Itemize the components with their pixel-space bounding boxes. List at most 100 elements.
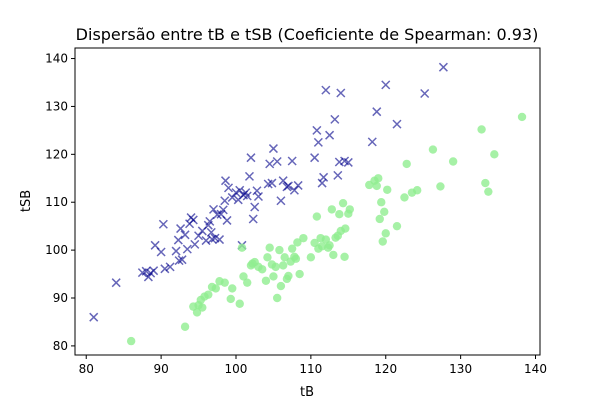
tb-circle-point bbox=[269, 272, 278, 281]
tb-circle-point bbox=[198, 303, 207, 312]
tsb-cross-point bbox=[173, 235, 183, 245]
tb-circle-point bbox=[265, 243, 274, 252]
tb-circle-point bbox=[372, 181, 381, 191]
x-tick-label: 120 bbox=[374, 362, 397, 376]
tsb-cross-point bbox=[283, 181, 293, 191]
tsb-cross-point bbox=[214, 235, 225, 245]
tb-circle-point bbox=[341, 224, 350, 233]
tsb-cross-point bbox=[312, 125, 322, 135]
tsb-cross-point bbox=[333, 170, 343, 180]
tsb-cross-point bbox=[111, 278, 121, 288]
tsb-cross-point bbox=[180, 230, 190, 240]
tsb-cross-point bbox=[293, 180, 303, 190]
tb-circle-point bbox=[412, 186, 422, 195]
y-tick-label: 140 bbox=[45, 52, 68, 66]
tb-circle-point bbox=[261, 276, 271, 285]
tb-circle-point bbox=[180, 322, 190, 331]
tsb-cross-point bbox=[336, 88, 346, 98]
tb-circle-point bbox=[340, 252, 349, 262]
tb-circle-point bbox=[378, 237, 387, 246]
tsb-cross-point bbox=[208, 204, 219, 214]
tsb-cross-point bbox=[343, 157, 353, 167]
tsb-cross-point bbox=[220, 176, 231, 186]
x-tick-label: 80 bbox=[79, 362, 94, 376]
tb-circle-point bbox=[126, 336, 136, 346]
tsb-cross-point bbox=[160, 264, 170, 274]
tb-circle-point bbox=[287, 244, 297, 253]
tb-circle-point bbox=[293, 238, 302, 247]
tb-circle-point bbox=[280, 253, 289, 262]
y-tick-label: 100 bbox=[45, 243, 68, 257]
tsb-cross-point bbox=[171, 246, 181, 256]
axes-layer: 80 90 100 110 120 130 140 80 90 100 110 120 130 140 bbox=[45, 52, 547, 376]
tsb-cross-point bbox=[420, 88, 430, 99]
tb-circle-point bbox=[299, 233, 308, 243]
tsb-cross-point bbox=[223, 183, 234, 193]
y-tick-label: 130 bbox=[45, 99, 68, 113]
tsb-cross-point bbox=[310, 153, 320, 163]
tsb-cross-point bbox=[182, 244, 192, 254]
tb-circle-point bbox=[312, 212, 322, 221]
tb-circle-point bbox=[380, 207, 389, 216]
tb-circle-point bbox=[428, 145, 438, 154]
tb-circle-point bbox=[402, 159, 411, 169]
tsb-cross-point bbox=[218, 205, 228, 215]
tsb-cross-point bbox=[372, 107, 382, 117]
tb-circle-point bbox=[375, 214, 384, 224]
tsb-cross-point bbox=[205, 216, 215, 226]
tb-circle-point bbox=[271, 262, 280, 272]
tb-circle-point bbox=[284, 271, 293, 281]
tb-circle-point bbox=[275, 245, 284, 255]
tb-circle-point bbox=[517, 112, 527, 122]
tb-circle-point bbox=[263, 253, 272, 262]
tb-circle-point bbox=[400, 193, 409, 202]
tsb-cross-point bbox=[212, 210, 222, 220]
tsb-cross-point bbox=[325, 130, 335, 140]
tb-circle-point bbox=[490, 150, 499, 159]
tsb-cross-point bbox=[313, 137, 323, 147]
tb-circle-point bbox=[243, 278, 252, 287]
tb-circle-point bbox=[257, 265, 267, 274]
tsb-cross-point bbox=[158, 219, 168, 229]
tb-circle-point bbox=[383, 185, 392, 194]
tsb-cross-point bbox=[330, 114, 340, 124]
tsb-cross-point bbox=[250, 202, 260, 212]
tsb-cross-point bbox=[265, 159, 275, 169]
tsb-cross-point bbox=[252, 186, 262, 196]
tb-circle-point bbox=[306, 253, 316, 262]
tb-circle-point bbox=[237, 243, 247, 252]
tsb-cross-point bbox=[89, 312, 99, 322]
tsb-cross-point bbox=[244, 171, 254, 181]
tb-circle-point bbox=[377, 198, 386, 207]
y-tick-label: 120 bbox=[45, 147, 68, 161]
tsb-cross-point bbox=[267, 178, 277, 188]
tsb-cross-point bbox=[392, 119, 402, 129]
tb-circle-point bbox=[338, 198, 348, 208]
tsb-cross-point bbox=[242, 191, 252, 201]
chart-title: Dispersão entre tB e tSB (Coeficiente de… bbox=[76, 25, 539, 44]
y-tick-label: 80 bbox=[53, 339, 68, 353]
tsb-cross-point bbox=[207, 234, 217, 244]
y-axis-label: tSB bbox=[19, 190, 34, 212]
tsb-cross-point bbox=[438, 62, 448, 72]
tb-circle-point bbox=[325, 241, 334, 250]
tsb-cross-point bbox=[272, 156, 282, 167]
tsb-cross-point bbox=[222, 215, 232, 225]
data-points-layer bbox=[89, 62, 527, 346]
tsb-cross-point bbox=[149, 266, 159, 276]
tsb-cross-point bbox=[367, 137, 377, 147]
x-tick-label: 100 bbox=[225, 362, 248, 376]
tsb-cross-point bbox=[321, 85, 331, 95]
tsb-cross-point bbox=[190, 239, 200, 249]
tsb-cross-point bbox=[246, 153, 256, 163]
tb-circle-point bbox=[220, 278, 229, 287]
tb-circle-point bbox=[228, 284, 237, 293]
tsb-cross-point bbox=[176, 224, 186, 234]
tb-circle-point bbox=[335, 209, 344, 219]
x-axis-label: tB bbox=[300, 385, 314, 400]
tb-circle-point bbox=[239, 272, 248, 281]
tsb-cross-point bbox=[248, 214, 258, 224]
tb-circle-point bbox=[226, 294, 235, 304]
x-tick-label: 140 bbox=[524, 362, 547, 376]
